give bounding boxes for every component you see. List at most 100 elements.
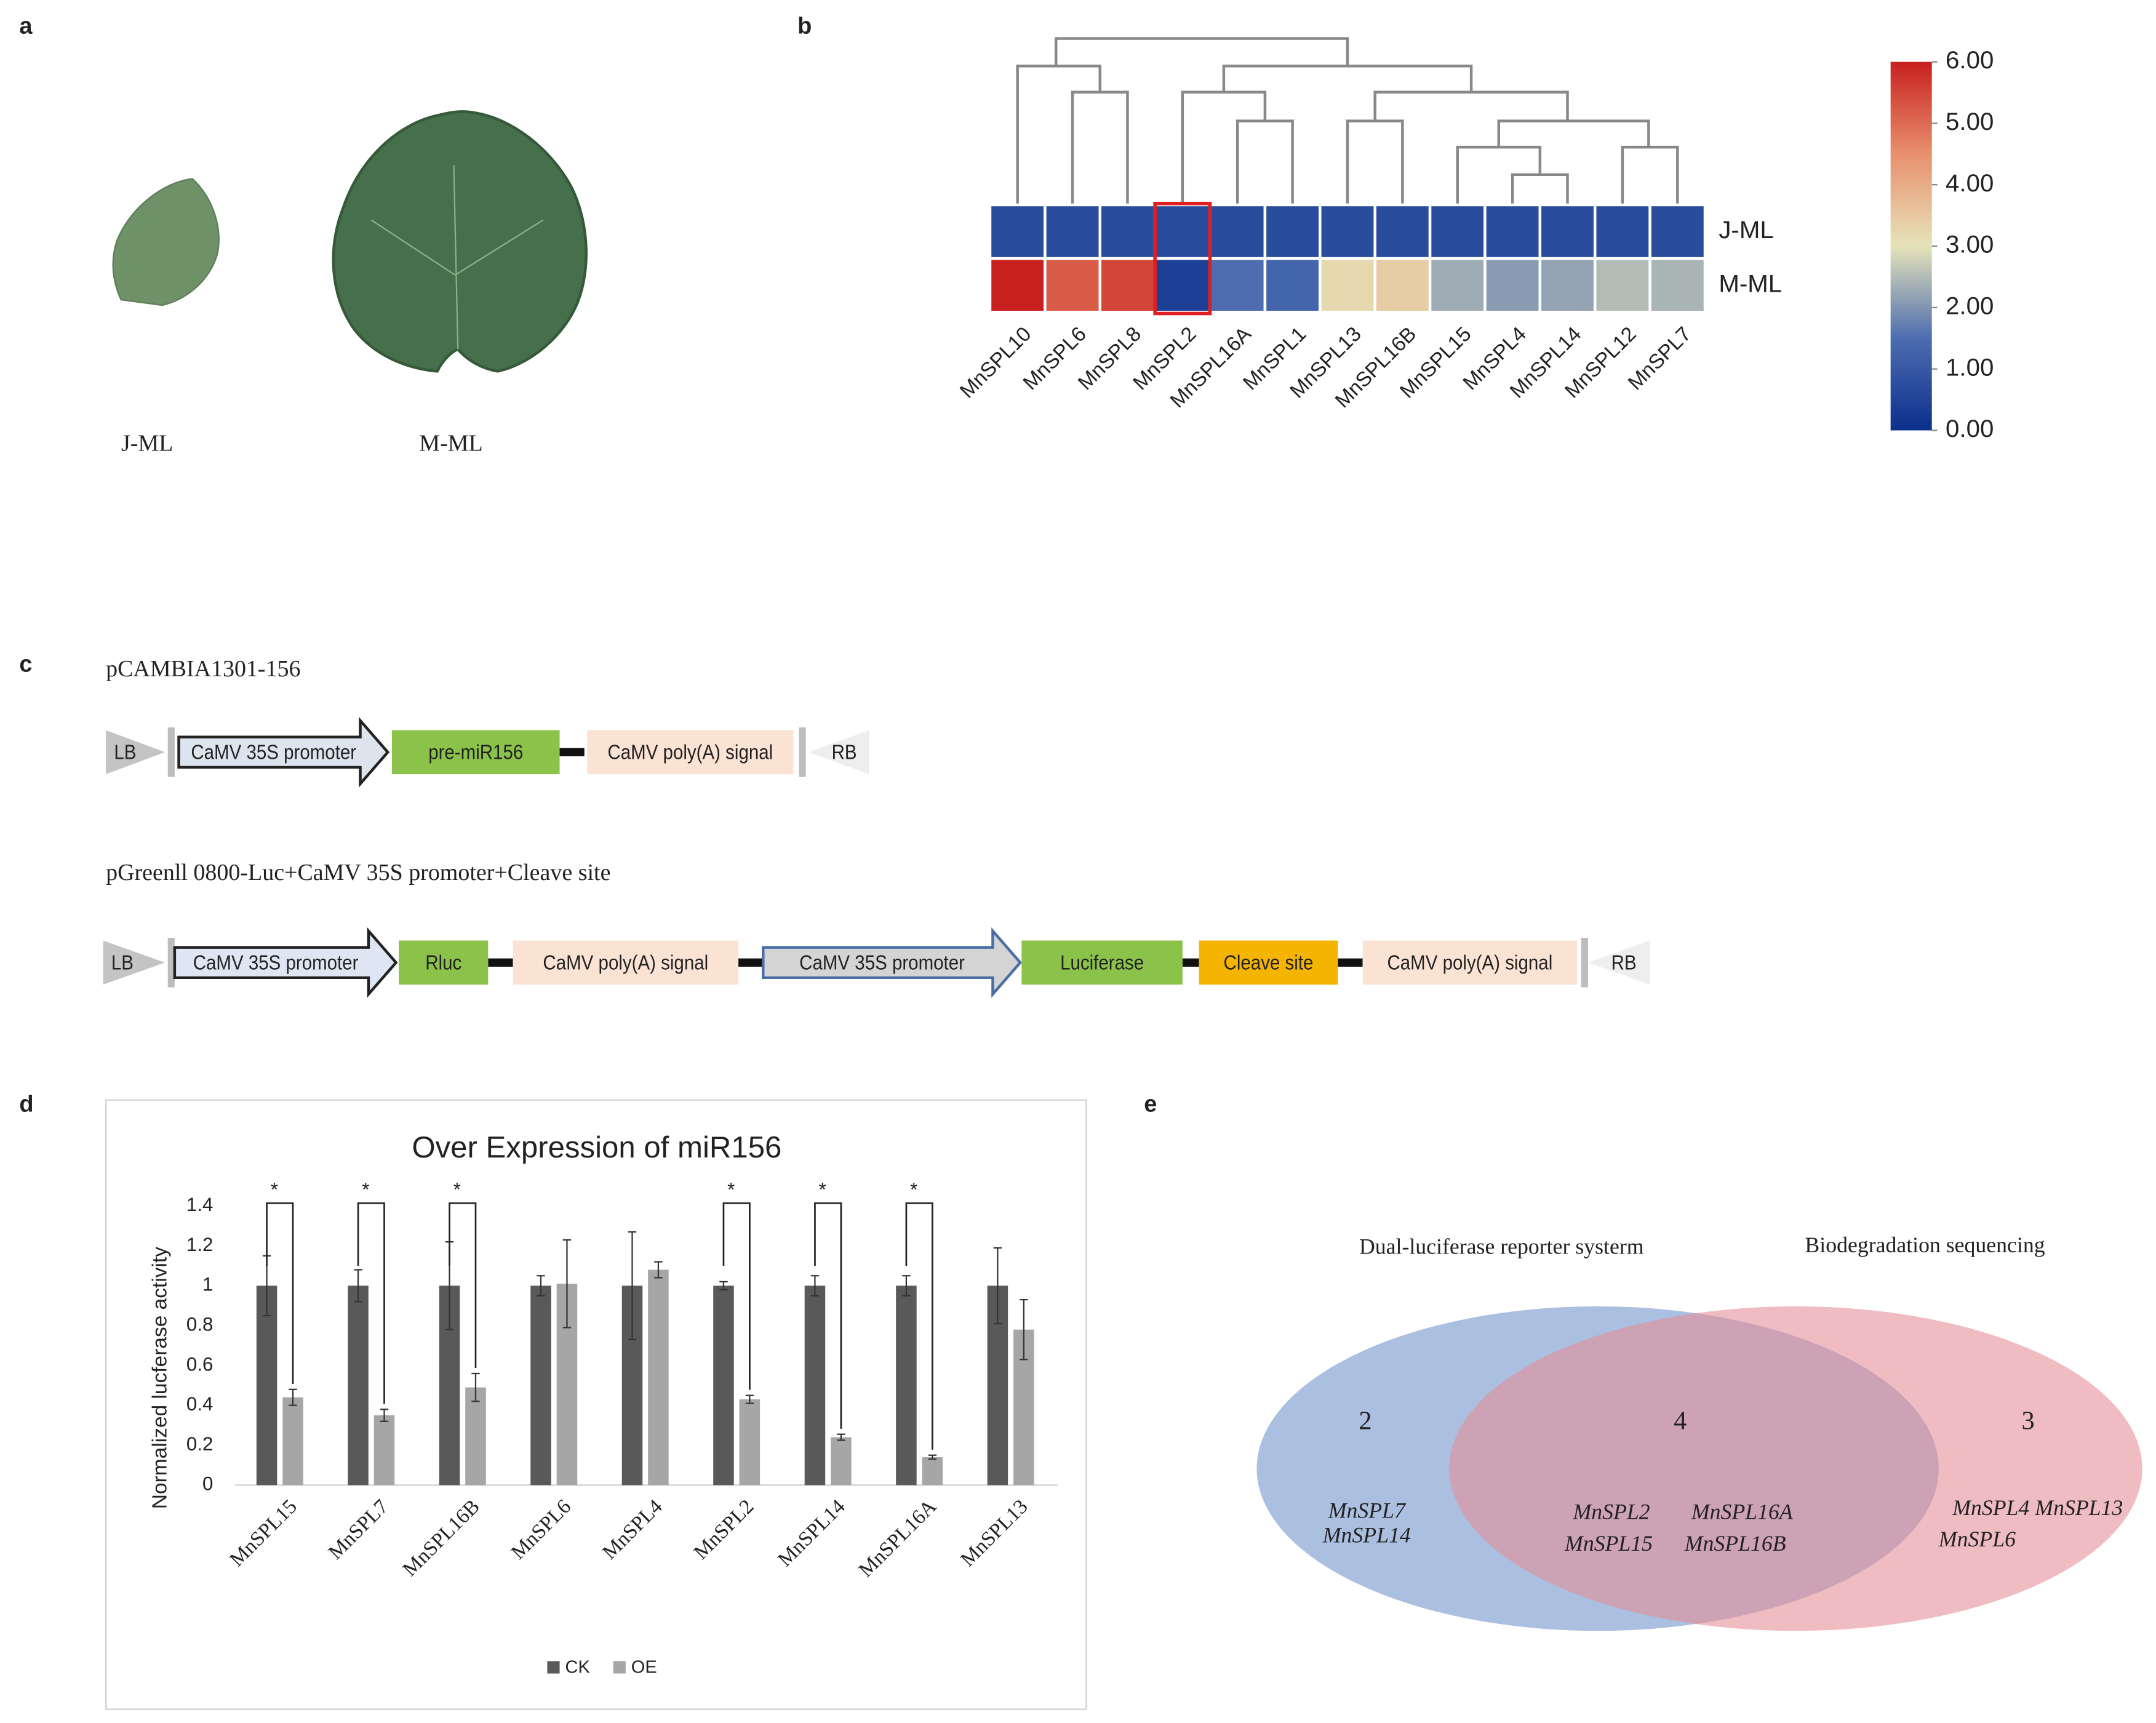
heatmap-cell [1208, 257, 1267, 314]
connector [1182, 958, 1199, 967]
chart-title: Over Expression of miR156 [412, 1130, 781, 1164]
panel-label: c [19, 652, 32, 678]
colorbar-label: 2.00 [1946, 292, 1994, 319]
bar [804, 1285, 826, 1485]
heatmap-cell [988, 203, 1047, 260]
promoter-arrow [762, 927, 1023, 998]
significance-bracket [722, 1202, 751, 1390]
significance-label: * [362, 1178, 369, 1200]
bar [648, 1269, 669, 1485]
colorbar-label: 0.00 [1946, 415, 1994, 442]
element-box [391, 730, 560, 775]
y-tick-label: 0 [202, 1473, 213, 1495]
element-label: CaMV 35S promoter [799, 951, 965, 974]
heatmap-cell [1593, 203, 1651, 260]
heatmap-cell [1044, 257, 1101, 314]
heatmap-cell [1044, 203, 1101, 260]
bar [530, 1285, 551, 1485]
significance-bracket [266, 1202, 294, 1384]
x-tick-label: MnSPL2 [690, 1495, 759, 1564]
bar [282, 1397, 303, 1485]
error-bar [719, 1281, 728, 1290]
error-bar [562, 1239, 572, 1329]
heatmap-cell [1538, 257, 1597, 314]
significance-label: * [910, 1178, 917, 1200]
venn-gene: MnSPL14 [1322, 1523, 1411, 1548]
x-tick-label: MnSPL13 [956, 1495, 1032, 1572]
element-box [1021, 940, 1183, 985]
significance-bracket [814, 1202, 842, 1429]
significance-bracket [449, 1202, 477, 1369]
legend-swatch [547, 1661, 560, 1674]
y-tick-label: 0.6 [186, 1353, 213, 1375]
error-bar [745, 1394, 754, 1404]
error-bar [537, 1275, 545, 1297]
bar [348, 1285, 369, 1485]
error-bar [654, 1261, 663, 1279]
x-tick-label: MnSPL14 [773, 1495, 850, 1571]
error-bar [928, 1454, 937, 1460]
border-bar [1581, 938, 1589, 988]
connector [1338, 958, 1363, 967]
leaf-vein [370, 165, 544, 350]
error-bar [993, 1247, 1002, 1325]
dendrogram [1016, 37, 1679, 205]
element-label: CaMV 35S promoter [191, 740, 356, 764]
heatmap-cell [1098, 203, 1157, 260]
colorbar-label: 4.00 [1946, 169, 1994, 197]
error-bar [810, 1275, 820, 1297]
colorbar-label: 3.00 [1946, 231, 1994, 258]
heatmap-cell [1428, 257, 1487, 314]
border-triangle [106, 730, 166, 775]
significance-label: * [271, 1178, 278, 1200]
leaf [112, 178, 220, 306]
element-label: pre-miR156 [428, 740, 523, 764]
heatmap-cell [1263, 203, 1322, 260]
element-box [513, 940, 739, 985]
chart-frame [105, 1099, 1087, 1710]
error-bar [471, 1372, 480, 1402]
venn-count: 2 [1359, 1407, 1371, 1436]
panel-label: a [19, 14, 33, 39]
border-triangle [1588, 940, 1650, 985]
venn-gene: MnSPL2 [1572, 1500, 1650, 1524]
row-label: J-ML [1719, 216, 1773, 244]
heatmap-cell [1319, 203, 1376, 260]
legend-label: OE [631, 1657, 657, 1677]
legend-label: CK [565, 1657, 590, 1677]
promoter-arrow [173, 927, 398, 998]
x-tick-label: MnSPL6 [507, 1495, 576, 1564]
highlight-box [1153, 201, 1212, 316]
significance-label: * [819, 1178, 826, 1200]
column-label: MnSPL10 [956, 322, 1036, 402]
heatmap-cell [1428, 203, 1487, 260]
element-label: RB [1611, 951, 1637, 974]
significance-bracket [357, 1202, 385, 1404]
venn-count: 4 [1674, 1407, 1687, 1436]
venn-gene: MnSPL6 [1938, 1527, 2016, 1551]
legend-swatch [613, 1661, 626, 1674]
element-label: Rluc [425, 951, 461, 974]
heatmap-cell [1538, 203, 1597, 260]
connector [559, 748, 585, 757]
leaf-label: J-ML [121, 431, 173, 457]
venn-gene: MnSPL7 [1328, 1498, 1407, 1522]
construct-title: pCAMBIA1301-156 [106, 656, 300, 682]
significance-bracket [905, 1202, 933, 1450]
leaf [332, 110, 588, 373]
construct-title: pGreenll 0800-Luc+CaMV 35S promoter+Clea… [106, 860, 610, 885]
y-tick-label: 1 [202, 1274, 213, 1295]
bar [373, 1415, 395, 1485]
heatmap-cell [1319, 257, 1376, 314]
y-tick-label: 1.4 [186, 1194, 213, 1215]
leaf-label: M-ML [419, 431, 482, 457]
x-tick-label: MnSPL16B [398, 1495, 484, 1581]
bar [922, 1457, 943, 1485]
connector [738, 958, 764, 967]
error-bar [380, 1409, 389, 1422]
element-box [1362, 940, 1578, 985]
element-label: LB [114, 740, 136, 764]
connector [488, 958, 513, 967]
heatmap-cell [1153, 203, 1212, 260]
